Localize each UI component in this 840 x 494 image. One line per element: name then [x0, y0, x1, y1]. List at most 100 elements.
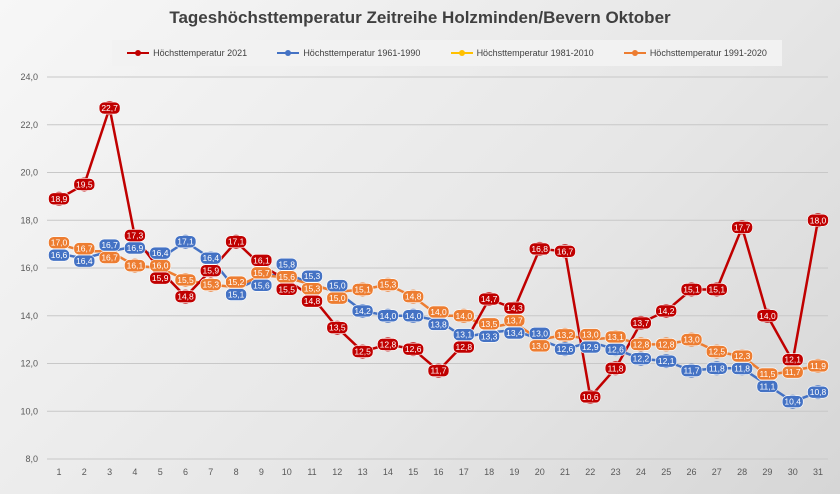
x-tick-label: 18 [484, 467, 494, 477]
data-label: 13,1 [456, 330, 473, 340]
data-label: 15,8 [278, 259, 295, 269]
y-tick-label: 18,0 [20, 215, 38, 225]
data-label-box [427, 364, 450, 377]
data-label: 15,9 [203, 266, 220, 276]
data-label-box [48, 192, 70, 206]
legend-swatch [127, 50, 150, 56]
data-label: 22,7 [101, 103, 118, 113]
data-label: 16,4 [76, 256, 93, 266]
data-label-box [680, 364, 703, 377]
x-tick-label: 23 [611, 467, 621, 477]
x-tick-label: 8 [234, 467, 239, 477]
legend-item: Höchsttemperatur 1991-2020 [623, 48, 767, 58]
data-label-box [705, 283, 728, 296]
x-tick-label: 6 [183, 467, 188, 477]
data-label-box [73, 242, 96, 255]
data-label: 12,8 [380, 339, 397, 349]
data-label: 14,3 [506, 303, 523, 313]
x-tick-label: 25 [661, 467, 671, 477]
data-label-box [351, 304, 374, 318]
data-label-box [680, 283, 703, 296]
data-label: 16,4 [152, 248, 169, 258]
data-label: 15,1 [683, 284, 700, 294]
data-label: 14,8 [304, 296, 321, 306]
x-tick-label: 22 [585, 467, 595, 477]
data-label: 15,3 [203, 280, 220, 290]
data-label-box [554, 328, 576, 342]
data-label: 15,0 [329, 281, 346, 291]
data-label: 15,6 [278, 272, 295, 282]
data-label-box [149, 246, 171, 260]
x-tick-label: 26 [686, 467, 696, 477]
data-label: 12,6 [607, 344, 624, 354]
x-tick-label: 17 [459, 467, 469, 477]
x-tick-label: 9 [259, 467, 264, 477]
data-label: 16,7 [557, 246, 574, 256]
data-label: 12,8 [658, 339, 675, 349]
x-tick-label: 13 [358, 467, 368, 477]
data-label-box [807, 385, 829, 399]
data-label: 12,8 [633, 339, 650, 349]
legend-item: Höchsttemperatur 1961-1990 [277, 48, 420, 58]
data-label: 17,1 [177, 237, 194, 247]
legend-item: Höchsttemperatur 2021 [127, 48, 247, 58]
legend: Höchsttemperatur 2021 Höchsttemperatur 19… [112, 40, 782, 66]
data-label-box [301, 269, 323, 283]
data-label: 14,7 [481, 294, 498, 304]
data-label-box [630, 352, 652, 366]
data-label-box [326, 291, 349, 305]
data-label-box [174, 290, 197, 303]
x-tick-label: 16 [433, 467, 443, 477]
data-label: 15,6 [253, 280, 270, 290]
data-label-box [528, 339, 551, 353]
x-tick-label: 10 [282, 467, 292, 477]
x-tick-label: 14 [383, 467, 393, 477]
data-label-box [225, 275, 247, 289]
data-label: 15,1 [228, 290, 245, 300]
data-label-box [275, 257, 298, 271]
y-tick-label: 8,0 [25, 454, 38, 464]
data-label-box [579, 390, 602, 404]
legend-swatch [277, 50, 300, 56]
data-label-box [225, 235, 247, 249]
data-label: 11,8 [608, 363, 624, 373]
data-label: 15,3 [304, 271, 321, 281]
data-label-box [250, 278, 273, 292]
data-label-box [630, 316, 652, 330]
data-label-box [680, 333, 703, 346]
data-label: 15,5 [177, 275, 194, 285]
data-label: 15,1 [354, 284, 371, 294]
data-label-box [402, 309, 425, 323]
data-label-box [351, 345, 374, 358]
x-tick-label: 19 [509, 467, 519, 477]
data-label: 17,0 [51, 238, 68, 248]
data-label-box [781, 353, 804, 366]
legend-label: Höchsttemperatur 1961-1990 [303, 48, 421, 58]
data-label-box [73, 178, 96, 191]
data-label: 16,9 [127, 243, 144, 253]
data-label-box [705, 361, 728, 375]
data-label: 14,0 [430, 307, 447, 317]
data-label-box [377, 278, 399, 292]
x-tick-label: 29 [762, 467, 772, 477]
y-tick-label: 22,0 [20, 120, 38, 130]
data-label: 17,3 [127, 230, 144, 240]
data-label: 17,7 [734, 222, 751, 232]
data-label: 12,1 [658, 356, 675, 366]
series-line [58, 103, 820, 400]
x-tick-label: 3 [107, 467, 112, 477]
data-label: 10,8 [810, 387, 827, 397]
data-label: 13,5 [481, 319, 498, 329]
data-label: 11,9 [810, 361, 826, 371]
data-label-box [579, 328, 602, 341]
x-tick-label: 1 [56, 467, 61, 477]
data-label-box [200, 264, 222, 277]
data-label-box [705, 345, 728, 358]
y-tick-label: 16,0 [20, 263, 38, 273]
data-label-box [124, 241, 146, 255]
data-label: 11,7 [431, 366, 447, 376]
x-tick-label: 15 [408, 467, 418, 477]
data-label: 16,4 [203, 253, 220, 263]
data-label-box [124, 229, 146, 242]
data-label: 16,8 [531, 244, 548, 254]
